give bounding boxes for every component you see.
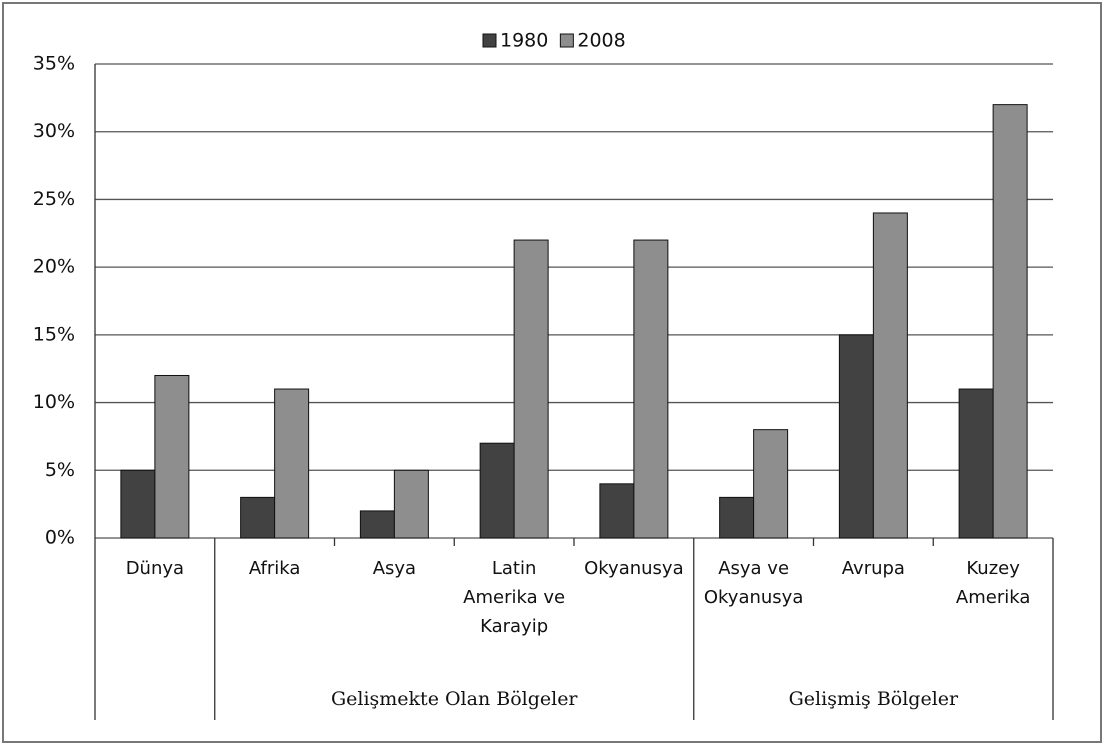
- x-tick-label: Asya: [372, 558, 417, 579]
- y-tick-label: 25%: [33, 188, 75, 210]
- legend-swatch: [482, 33, 497, 48]
- y-tick-label: 15%: [33, 323, 75, 345]
- y-tick-label: 30%: [33, 120, 75, 142]
- y-tick-label: 10%: [33, 391, 75, 413]
- bar: [120, 469, 156, 539]
- bar: [719, 496, 755, 539]
- bar: [479, 442, 515, 539]
- bar: [240, 496, 276, 539]
- x-tick-label: Latin Amerika ve Karayip: [463, 558, 566, 637]
- bar: [992, 104, 1028, 539]
- x-tick-label: Kuzey Amerika: [955, 558, 1031, 608]
- bar: [393, 469, 429, 539]
- bar: [513, 239, 549, 539]
- bar: [359, 510, 395, 539]
- y-tick-label: 35%: [33, 53, 75, 75]
- x-tick-label: Avrupa: [841, 558, 905, 579]
- bar: [838, 334, 874, 539]
- bar: [274, 388, 310, 539]
- bar: [154, 374, 190, 539]
- bar: [872, 212, 908, 539]
- x-tick-label: Dünya: [125, 558, 185, 579]
- legend-label: 1980: [500, 30, 548, 52]
- y-tick-label: 5%: [45, 459, 75, 481]
- bar: [753, 429, 789, 539]
- bar: [958, 388, 994, 539]
- x-tick-label: Afrika: [248, 558, 301, 579]
- legend-label: 2008: [577, 30, 625, 52]
- x-tick-label: Asya ve Okyanusya: [703, 558, 804, 608]
- group-label: Gelişmiş Bölgeler: [788, 688, 959, 710]
- x-tick-label: Okyanusya: [584, 558, 684, 579]
- bar: [599, 483, 635, 539]
- bar: [633, 239, 669, 539]
- y-tick-label: 20%: [33, 256, 75, 278]
- y-tick-label: 0%: [45, 527, 75, 549]
- group-label: Gelişmekte Olan Bölgeler: [330, 688, 578, 710]
- legend-swatch: [559, 33, 574, 48]
